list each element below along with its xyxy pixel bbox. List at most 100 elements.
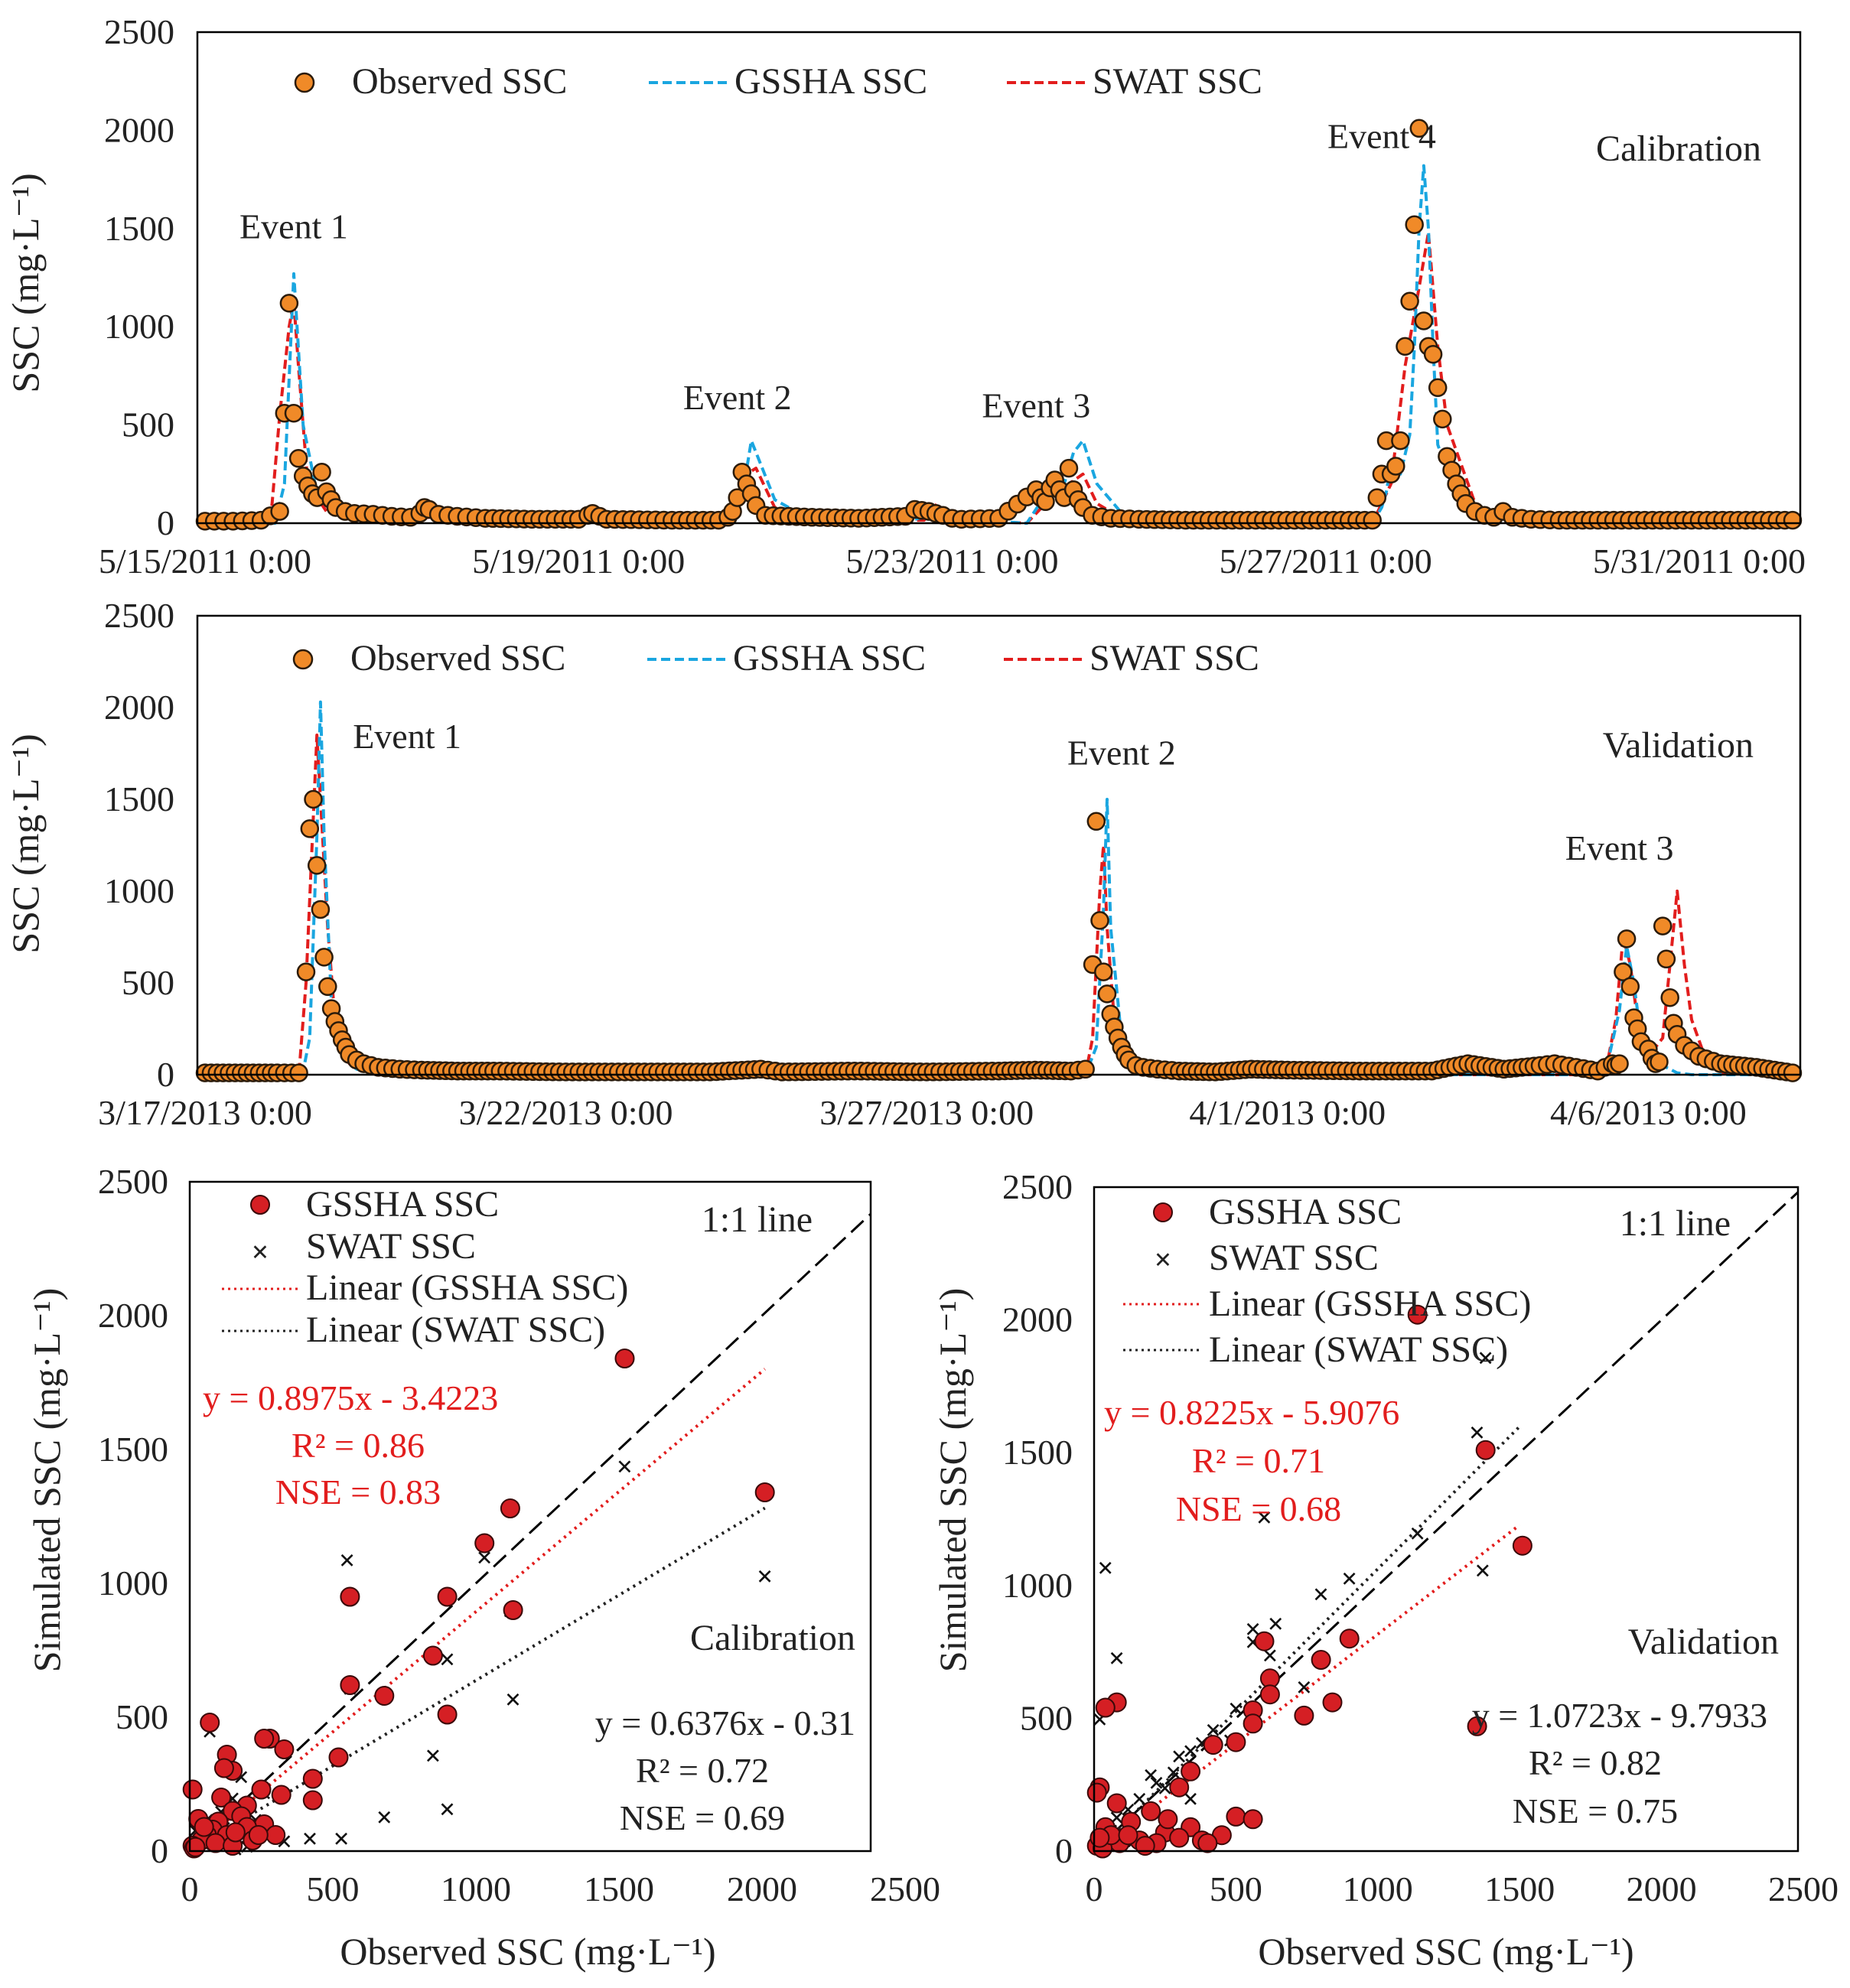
swat-point: × <box>1142 1759 1159 1791</box>
swat-point: × <box>1148 1768 1165 1800</box>
validation-scatter-y-axis-title: Simulated SSC (mg·L⁻¹) <box>931 1288 974 1673</box>
observed-point <box>1391 431 1410 451</box>
gssha-point <box>1254 1631 1275 1651</box>
y-tick-label: 1500 <box>104 779 174 818</box>
y-tick-label: 0 <box>151 1831 168 1870</box>
calibration-ts-x-ticks: 5/15/2011 0:00 5/19/2011 0:00 5/23/2011 0:… <box>99 542 1806 581</box>
calibration-ts-swat-series <box>205 230 1793 525</box>
legend-gssha-point-marker <box>250 1195 270 1215</box>
event-label: Event 4 <box>1327 117 1436 156</box>
gssha-point <box>194 1817 214 1837</box>
validation-fit-gssha-line <box>1093 1524 1521 1854</box>
validation-ts-legend: Observed SSC GSSHA SSC SWAT SSC <box>292 638 1259 678</box>
y-tick-label: 2000 <box>104 110 174 149</box>
validation-scatter-y-ticks: 0 500 1000 1500 2000 2500 <box>1002 1167 1073 1870</box>
x-tick-label: 500 <box>307 1869 360 1908</box>
legend-gssha-label: GSSHA SSC <box>733 638 926 678</box>
observed-point <box>1097 984 1117 1004</box>
gssha-point <box>1226 1806 1246 1827</box>
observed-point <box>1428 378 1448 398</box>
event-label: Event 2 <box>683 378 792 417</box>
legend-fit-gssha-label: Linear (GSSHA SSC) <box>306 1267 628 1308</box>
y-tick-label: 2000 <box>1002 1300 1073 1339</box>
x-tick-label: 0 <box>181 1869 199 1908</box>
event-label: Event 1 <box>239 207 348 246</box>
calibration-ts-panel-label: Calibration <box>1596 129 1761 169</box>
calibration-ts-legend: Observed SSC GSSHA SSC SWAT SSC <box>294 61 1262 102</box>
observed-point <box>312 462 331 482</box>
validation-ts-event-labels: Event 1 Event 2 Event 3 <box>353 717 1673 867</box>
calibration-gssha-r2: R² = 0.86 <box>292 1426 425 1465</box>
y-tick-label: 1500 <box>1002 1433 1073 1472</box>
y-tick-label: 1000 <box>104 307 174 346</box>
calibration-scatter-y-ticks: 0 500 1000 1500 2000 2500 <box>98 1162 168 1870</box>
calibration-ts-y-ticks: 0 500 1000 1500 2000 2500 <box>104 12 174 542</box>
gssha-point <box>437 1586 458 1607</box>
validation-scatter-x-axis-title: Observed SSC (mg·L⁻¹) <box>1258 1930 1633 1973</box>
observed-point <box>1086 812 1106 831</box>
gssha-point <box>1226 1732 1246 1752</box>
observed-point <box>1400 291 1419 311</box>
y-tick-label: 0 <box>157 1055 174 1094</box>
gssha-point <box>271 1785 292 1805</box>
gssha-point <box>1089 1827 1110 1848</box>
observed-point <box>289 1063 308 1082</box>
validation-ts-panel-label: Validation <box>1603 725 1754 766</box>
x-tick-label: 5/19/2011 0:00 <box>472 542 685 581</box>
swat-point: × <box>1409 1518 1426 1550</box>
gssha-point <box>1322 1692 1343 1713</box>
gssha-point <box>1106 1793 1127 1814</box>
y-tick-label: 2500 <box>1002 1167 1073 1206</box>
gssha-point <box>374 1686 395 1706</box>
swat-point: × <box>1313 1579 1330 1611</box>
calibration-scatter-panel: 0 500 1000 1500 2000 2500 0 500 1000 1500 2000 250… <box>25 1162 940 1973</box>
validation-gssha-r2: R² = 0.71 <box>1192 1441 1325 1480</box>
legend-swat-label: SWAT SSC <box>1089 638 1259 678</box>
y-tick-label: 1500 <box>98 1430 168 1469</box>
calibration-ts-plot-frame <box>196 31 1802 525</box>
validation-swat-r2: R² = 0.82 <box>1529 1743 1662 1782</box>
x-tick-label: 1000 <box>441 1869 511 1908</box>
observed-point <box>270 502 289 521</box>
legend-gssha-point-marker <box>1153 1202 1173 1222</box>
observed-point <box>1363 510 1382 530</box>
x-tick-label: 1500 <box>1484 1869 1555 1908</box>
swat-point: × <box>1469 1417 1486 1449</box>
gssha-point <box>1339 1628 1360 1649</box>
calibration-swat-nse: NSE = 0.69 <box>620 1798 785 1837</box>
event-label: Event 3 <box>982 386 1090 425</box>
observed-point <box>1386 457 1405 476</box>
gssha-point <box>1086 1782 1107 1803</box>
x-tick-label: 5/31/2011 0:00 <box>1593 542 1806 581</box>
x-tick-label: 2500 <box>870 1869 940 1908</box>
observed-point <box>1059 458 1079 478</box>
gssha-point <box>1118 1825 1138 1846</box>
gssha-series-line <box>205 700 1793 1076</box>
gssha-point <box>251 1779 272 1800</box>
validation-swat-equation: y = 1.0723x - 9.7933 <box>1472 1696 1767 1735</box>
gssha-point <box>1294 1705 1314 1726</box>
observed-point <box>1423 344 1443 364</box>
legend-observed-marker <box>294 72 315 93</box>
x-tick-label: 1500 <box>584 1869 654 1908</box>
gssha-point <box>1259 1684 1280 1705</box>
gssha-point <box>340 1586 360 1607</box>
x-tick-label: 4/6/2013 0:00 <box>1550 1093 1747 1132</box>
validation-gssha-equation: y = 0.8225x - 5.9076 <box>1104 1393 1399 1432</box>
observed-point <box>1620 977 1640 997</box>
legend-swat-point-marker: × <box>1155 1242 1172 1277</box>
x-tick-label: 2000 <box>1627 1869 1697 1908</box>
validation-swat-nse: NSE = 0.75 <box>1513 1791 1678 1830</box>
observed-point <box>1094 962 1113 981</box>
gssha-point <box>1512 1535 1532 1556</box>
swat-series-line <box>205 734 1793 1076</box>
y-tick-label: 500 <box>122 405 174 444</box>
swat-point: × <box>1296 1672 1313 1704</box>
calibration-swat-equation: y = 0.6376x - 0.31 <box>595 1703 855 1742</box>
y-tick-label: 0 <box>157 503 174 542</box>
swat-point: × <box>1157 1773 1174 1805</box>
calibration-scatter-x-axis-title: Observed SSC (mg·L⁻¹) <box>340 1930 715 1973</box>
y-tick-label: 1000 <box>104 871 174 910</box>
y-tick-label: 1000 <box>1002 1566 1073 1605</box>
